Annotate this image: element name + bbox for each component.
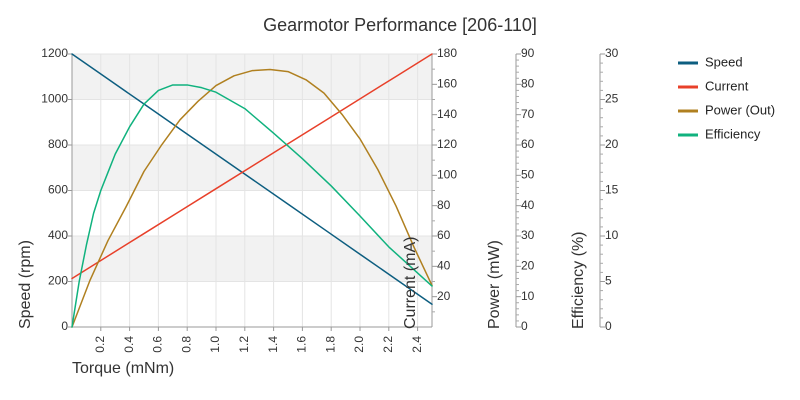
x-tick-label: 0.4 [122, 336, 136, 353]
power-tick-label: 90 [521, 46, 535, 60]
x-tick-label: 2.2 [381, 336, 395, 353]
power-tick-label: 50 [521, 168, 535, 182]
x-tick-label: 1.4 [266, 336, 280, 353]
x-axis-title: Torque (mNm) [72, 360, 174, 377]
current-tick-label: 80 [437, 198, 451, 212]
power-tick-label: 70 [521, 107, 535, 121]
efficiency-axis-title: Efficiency (%) [570, 231, 587, 329]
power-tick-label: 40 [521, 198, 535, 212]
background-band [72, 54, 432, 100]
power-tick-label: 80 [521, 77, 535, 91]
legend-label-power-out: Power (Out) [705, 102, 775, 117]
x-tick-label: 1.2 [237, 336, 251, 353]
current-tick-label: 60 [437, 228, 451, 242]
x-tick-label: 0.8 [179, 336, 193, 353]
efficiency-tick-label: 25 [605, 92, 619, 106]
efficiency-tick-label: 15 [605, 183, 619, 197]
speed-tick-label: 400 [48, 228, 68, 242]
efficiency-line [71, 84, 433, 328]
power-tick-label: 10 [521, 289, 535, 303]
x-tick-label: 1.8 [323, 336, 337, 353]
current-tick-label: 140 [437, 107, 457, 121]
current-line [71, 53, 433, 280]
current-tick-label: 180 [437, 46, 457, 60]
power-tick-label: 60 [521, 137, 535, 151]
power-tick-label: 20 [521, 259, 535, 273]
x-tick-label: 2.4 [410, 336, 424, 353]
chart-labels: 0.2 0.4 0.6 0.8 1.0 1.2 1.4 1.6 1.8 2.0 2.2 2.40200… [17, 15, 619, 377]
x-tick-label: 0.2 [93, 336, 107, 353]
speed-axis-title: Speed (rpm) [17, 240, 34, 329]
current-tick-label: 100 [437, 168, 457, 182]
speed-tick-label: 1000 [41, 92, 68, 106]
power-tick-label: 30 [521, 228, 535, 242]
speed-tick-label: 200 [48, 274, 68, 288]
background-band [72, 145, 432, 191]
speed-tick-label: 800 [48, 137, 68, 151]
chart-title: Gearmotor Performance [206-110] [263, 15, 537, 35]
legend-label-speed: Speed [705, 54, 743, 69]
background-bands [72, 54, 432, 282]
efficiency-tick-label: 30 [605, 46, 619, 60]
efficiency-tick-label: 0 [605, 319, 612, 333]
efficiency-tick-label: 10 [605, 228, 619, 242]
power-axis-title: Power (mW) [486, 240, 503, 329]
x-tick-label: 1.6 [295, 336, 309, 353]
legend-label-current: Current [705, 78, 749, 93]
current-axis-title: Current (mA) [402, 237, 419, 329]
speed-tick-label: 600 [48, 183, 68, 197]
current-tick-label: 160 [437, 77, 457, 91]
power-tick-label: 0 [521, 319, 528, 333]
x-tick-label: 1.0 [208, 336, 222, 353]
efficiency-tick-label: 5 [605, 274, 612, 288]
series-lines [71, 53, 433, 328]
x-tick-label: 2.0 [352, 336, 366, 353]
x-tick-label: 0.6 [151, 336, 165, 353]
background-band [72, 236, 432, 282]
efficiency-tick-label: 20 [605, 137, 619, 151]
current-tick-label: 40 [437, 259, 451, 273]
power-out-line [71, 68, 433, 328]
current-tick-label: 20 [437, 289, 451, 303]
axes [68, 53, 605, 331]
legend: Speed Current Power (Out) Efficiency [678, 54, 775, 141]
current-tick-label: 120 [437, 137, 457, 151]
speed-line [71, 53, 433, 305]
speed-tick-label: 1200 [41, 46, 68, 60]
speed-tick-label: 0 [61, 319, 68, 333]
legend-label-efficiency: Efficiency [705, 126, 761, 141]
